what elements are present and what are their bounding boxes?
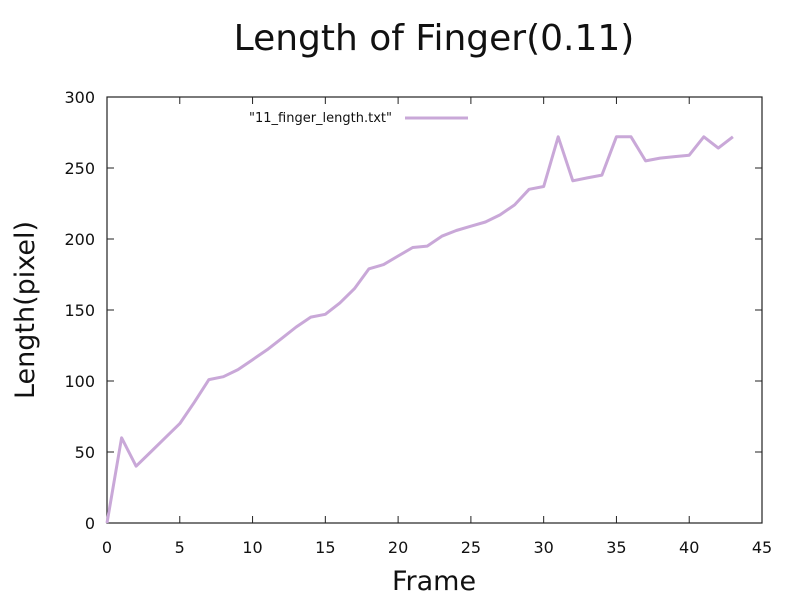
- x-tick-label: 20: [388, 538, 408, 557]
- x-tick-label: 45: [752, 538, 772, 557]
- x-tick-label: 15: [315, 538, 335, 557]
- y-tick-label: 100: [64, 372, 95, 391]
- plot-frame: [106, 96, 763, 524]
- x-tick-label: 10: [242, 538, 262, 557]
- y-axis-ticks: 0 50 100 150 200 250 300: [64, 88, 762, 533]
- x-tick-label: 5: [175, 538, 185, 557]
- legend-entry-label: "11_finger_length.txt": [249, 111, 392, 126]
- x-axis-label: Frame: [392, 566, 476, 597]
- y-axis-label: Length(pixel): [10, 221, 41, 399]
- x-tick-label: 30: [533, 538, 553, 557]
- legend: "11_finger_length.txt": [249, 111, 468, 126]
- series-line: [105, 135, 734, 524]
- x-tick-label: 40: [679, 538, 699, 557]
- y-tick-label: 250: [64, 159, 95, 178]
- chart-title: Length of Finger(0.11): [234, 18, 635, 59]
- x-tick-label: 25: [461, 538, 481, 557]
- y-tick-label: 50: [75, 443, 95, 462]
- y-tick-label: 300: [64, 88, 95, 107]
- x-tick-label: 35: [606, 538, 626, 557]
- y-tick-label: 200: [64, 230, 95, 249]
- y-tick-label: 0: [85, 514, 95, 533]
- y-tick-label: 150: [64, 301, 95, 320]
- series-layer: [105, 135, 734, 524]
- x-axis-ticks: 0 5 10 15 20 25 30 35 40 45: [102, 97, 772, 557]
- x-tick-label: 0: [102, 538, 112, 557]
